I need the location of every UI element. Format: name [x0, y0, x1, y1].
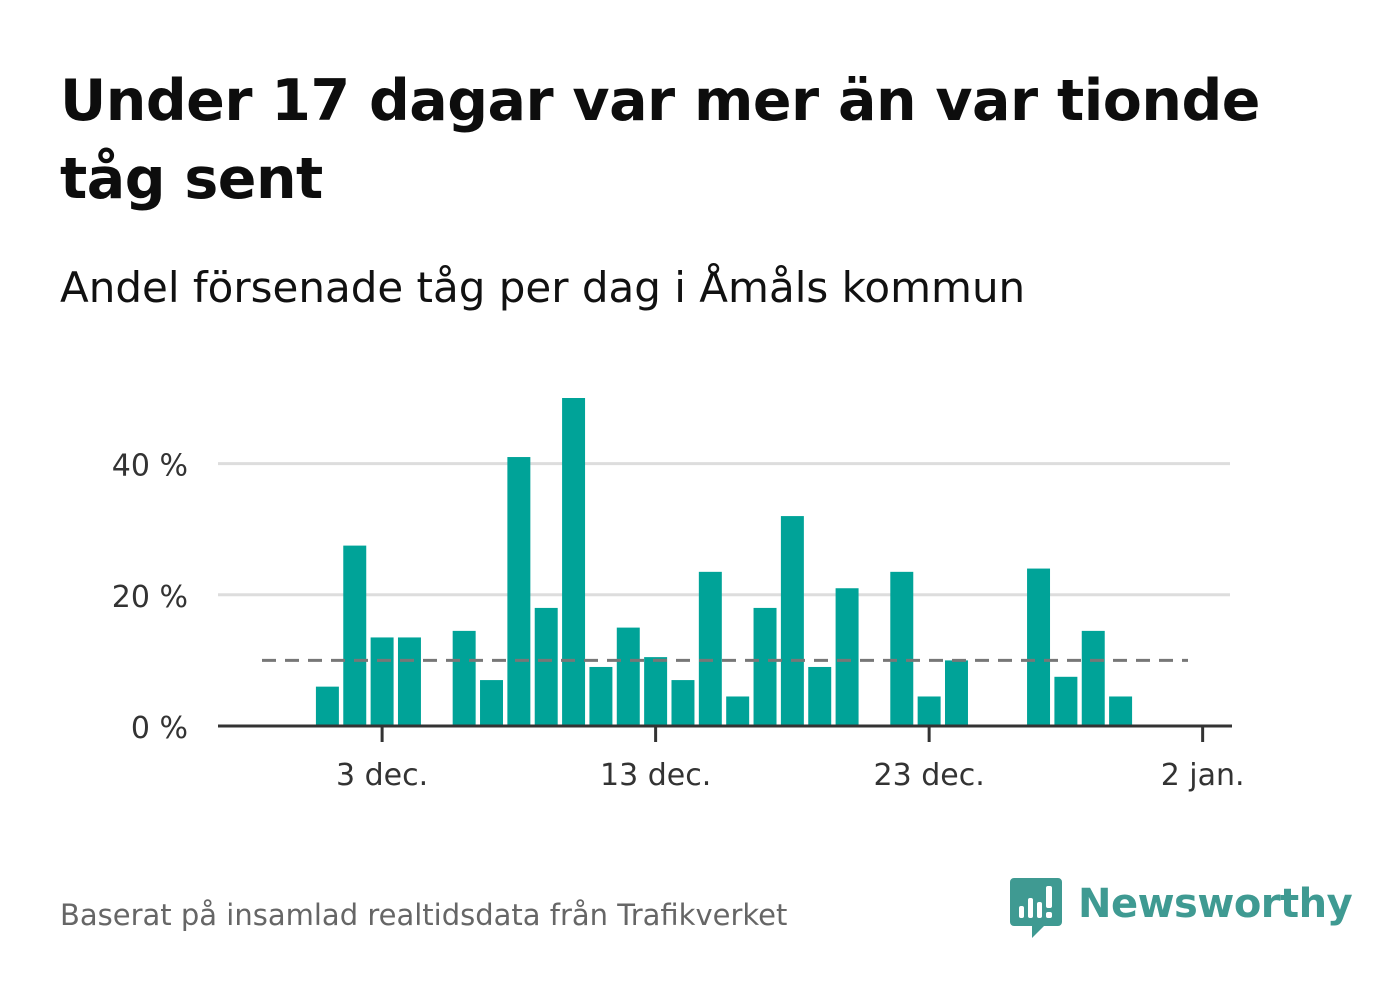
x-tick-label-2: 23 dec. [874, 758, 985, 793]
x-tick-label-1: 13 dec. [600, 758, 711, 793]
newsworthy-logo-icon [1010, 878, 1062, 938]
bar-day-22 [890, 571, 914, 726]
brand-name: Newsworthy [1078, 881, 1353, 927]
x-tick-label-3: 2 jan. [1161, 758, 1245, 793]
chart-subtitle: Andel försenade tåg per dag i Åmåls komm… [60, 263, 1026, 312]
bar-day-2 [343, 545, 367, 726]
gridlines [218, 462, 1230, 597]
bar-day-3 [370, 637, 394, 726]
y-tick-label-2: 40 % [112, 449, 188, 484]
bar-day-11 [589, 666, 613, 726]
brand-logo-group: Newsworthy [1010, 878, 1353, 940]
axes: 0 % 20 % 40 % 3 dec. 13 dec. 23 dec. 2 jan. [112, 449, 1245, 793]
bar-day-17 [753, 607, 777, 726]
x-tick-label-0: 3 dec. [336, 758, 428, 793]
bar-day-4 [397, 637, 421, 726]
bar-day-6 [452, 630, 476, 726]
bar-day-27 [1027, 568, 1051, 726]
bar-day-29 [1081, 630, 1105, 726]
bar-day-19 [808, 666, 832, 726]
bar-day-10 [562, 398, 586, 726]
bar-day-7 [480, 680, 504, 726]
chart-title: Under 17 dagar var mer än var tionde tåg… [60, 68, 1260, 212]
bar-day-13 [644, 657, 668, 726]
bar-day-24 [944, 660, 968, 726]
bar-day-30 [1109, 696, 1133, 726]
y-tick-label-1: 20 % [112, 580, 188, 615]
bar-day-1 [315, 686, 339, 726]
bar-day-15 [698, 571, 722, 726]
bar-day-9 [534, 607, 558, 726]
bar-day-28 [1054, 676, 1078, 726]
y-tick-label-0: 0 % [131, 711, 188, 746]
bars [315, 398, 1133, 726]
bar-day-16 [726, 696, 750, 726]
bar-day-20 [835, 588, 859, 726]
source-note: Baserat på insamlad realtidsdata från Tr… [60, 898, 788, 932]
bar-day-18 [780, 516, 804, 726]
bar-day-12 [616, 627, 640, 726]
bar-day-23 [917, 696, 941, 726]
bar-day-14 [671, 680, 695, 726]
bar-day-8 [507, 457, 531, 726]
